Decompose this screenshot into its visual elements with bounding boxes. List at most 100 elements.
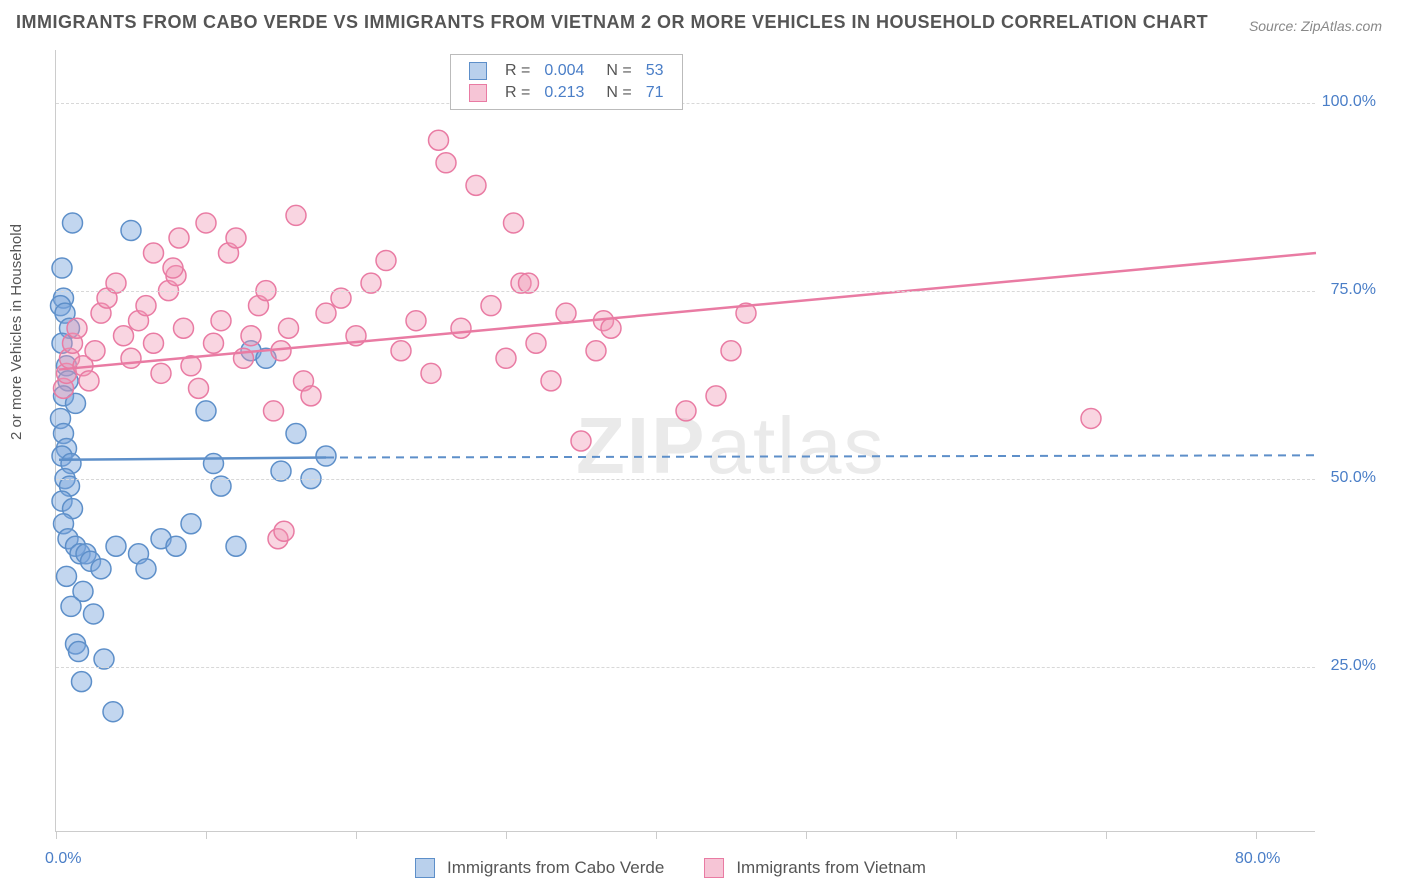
data-point [52, 258, 72, 278]
data-point [301, 386, 321, 406]
data-point [211, 311, 231, 331]
data-point [136, 296, 156, 316]
data-point [316, 303, 336, 323]
gridline [56, 667, 1315, 668]
chart-title: IMMIGRANTS FROM CABO VERDE VS IMMIGRANTS… [16, 12, 1208, 33]
data-point [676, 401, 696, 421]
data-point [391, 341, 411, 361]
x-tick [56, 831, 57, 839]
legend-cell: 0.213 [538, 83, 590, 103]
x-max-label: 80.0% [1235, 850, 1280, 868]
legend-swatch [704, 858, 724, 878]
data-point [274, 521, 294, 541]
legend-swatch [469, 62, 487, 80]
data-point [61, 596, 81, 616]
x-min-label: 0.0% [45, 850, 81, 868]
data-point [204, 454, 224, 474]
data-point [526, 333, 546, 353]
data-point [264, 401, 284, 421]
data-point [63, 213, 83, 233]
data-point [114, 326, 134, 346]
data-point [144, 243, 164, 263]
x-tick [1106, 831, 1107, 839]
data-point [451, 318, 471, 338]
legend-cell: R = [499, 83, 536, 103]
data-point [436, 153, 456, 173]
data-point [69, 642, 89, 662]
gridline [56, 291, 1315, 292]
legend-cell: N = [592, 61, 637, 81]
data-point [601, 318, 621, 338]
data-point [466, 175, 486, 195]
data-point [286, 205, 306, 225]
data-point [79, 371, 99, 391]
legend-swatch [415, 858, 435, 878]
data-point [136, 559, 156, 579]
plot-area: ZIPatlas [55, 50, 1315, 832]
data-point [316, 446, 336, 466]
y-tick-label: 100.0% [1322, 93, 1376, 111]
legend-swatch [469, 84, 487, 102]
x-tick [1256, 831, 1257, 839]
data-point [121, 348, 141, 368]
data-point [541, 371, 561, 391]
gridline [56, 103, 1315, 104]
data-point [91, 559, 111, 579]
series-legend: Immigrants from Cabo Verde Immigrants fro… [415, 858, 926, 878]
data-point [204, 333, 224, 353]
data-point [721, 341, 741, 361]
data-point [166, 536, 186, 556]
x-tick [356, 831, 357, 839]
data-point [169, 228, 189, 248]
legend-cell: 0.004 [538, 61, 590, 81]
data-point [181, 514, 201, 534]
legend-cell [463, 61, 497, 81]
y-axis-label: 2 or more Vehicles in Household [8, 224, 25, 440]
data-point [196, 213, 216, 233]
data-point [1081, 408, 1101, 428]
data-point [226, 228, 246, 248]
data-point [496, 348, 516, 368]
data-point [556, 303, 576, 323]
data-point [196, 401, 216, 421]
y-tick-label: 75.0% [1331, 281, 1376, 299]
y-tick-label: 50.0% [1331, 469, 1376, 487]
correlation-legend: R =0.004N =53 R =0.213N =71 [450, 54, 683, 110]
data-point [103, 702, 123, 722]
data-point [84, 604, 104, 624]
legend-cell: N = [592, 83, 637, 103]
data-point [174, 318, 194, 338]
data-point [121, 220, 141, 240]
y-tick-label: 25.0% [1331, 657, 1376, 675]
x-tick [656, 831, 657, 839]
data-point [72, 672, 92, 692]
data-point [286, 423, 306, 443]
data-point [144, 333, 164, 353]
data-point [57, 566, 77, 586]
x-tick [956, 831, 957, 839]
legend-series-label: Immigrants from Vietnam [736, 858, 926, 878]
legend-item: Immigrants from Cabo Verde [415, 858, 664, 878]
data-point [189, 378, 209, 398]
data-point [504, 213, 524, 233]
data-point [429, 130, 449, 150]
data-point [241, 326, 261, 346]
legend-row-1: R =0.213N =71 [463, 83, 670, 103]
trend-line-extrapolated [326, 455, 1316, 457]
data-point [151, 363, 171, 383]
data-point [706, 386, 726, 406]
chart-svg [56, 50, 1315, 831]
data-point [67, 318, 87, 338]
x-tick [506, 831, 507, 839]
data-point [376, 251, 396, 271]
legend-item: Immigrants from Vietnam [704, 858, 926, 878]
legend-row-0: R =0.004N =53 [463, 61, 670, 81]
data-point [481, 296, 501, 316]
data-point [586, 341, 606, 361]
x-tick [806, 831, 807, 839]
legend-cell [463, 83, 497, 103]
data-point [406, 311, 426, 331]
legend-cell: 71 [640, 83, 670, 103]
trend-line [59, 458, 326, 460]
source-label: Source: ZipAtlas.com [1249, 18, 1382, 34]
